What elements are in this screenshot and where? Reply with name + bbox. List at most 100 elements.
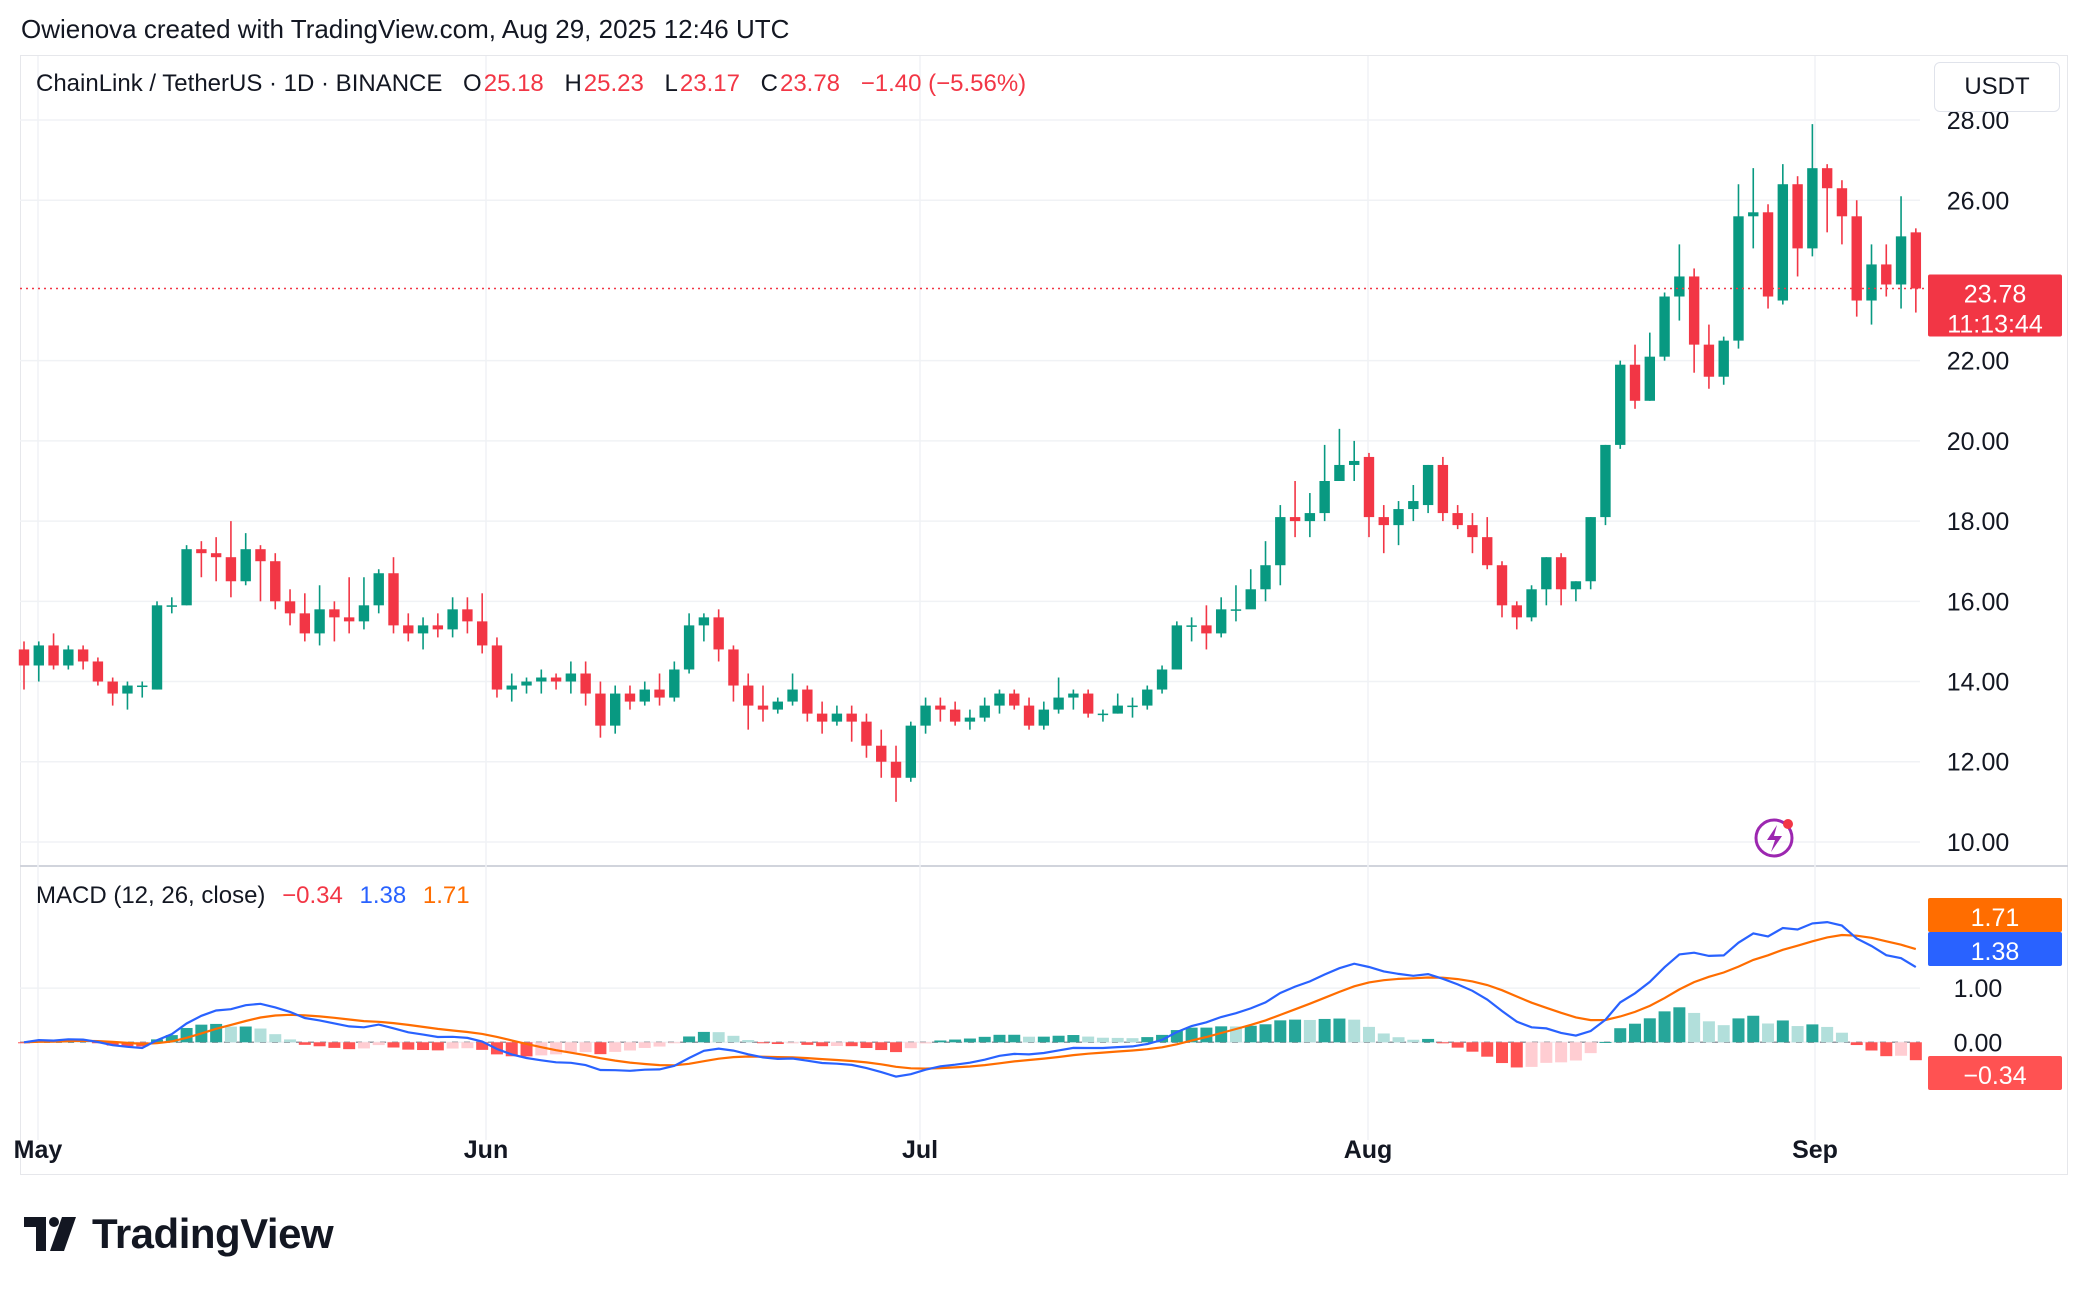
macd-hist-bar: [1067, 1035, 1080, 1043]
macd-hist-bar: [816, 1042, 829, 1047]
macd-line-badge: 1.38: [1928, 932, 2062, 966]
open-label: O: [463, 70, 482, 97]
macd-hist-bar: [239, 1026, 252, 1043]
candle-up: [447, 609, 458, 630]
currency-selector[interactable]: USDT: [1934, 62, 2060, 112]
candle-up: [1733, 216, 1744, 341]
macd-hist-bar: [993, 1034, 1006, 1043]
macd-hist-bar: [697, 1031, 710, 1043]
candle-up: [669, 669, 680, 698]
macd-hist-bar: [1481, 1042, 1494, 1057]
last-price-badge-text: 23.78: [1964, 280, 2027, 308]
candle-up: [1570, 581, 1582, 590]
macd-hist-bar: [1555, 1042, 1568, 1063]
macd-hist-bar: [1614, 1028, 1627, 1043]
candle-up: [1053, 697, 1064, 710]
macd-hist-bar: [1895, 1042, 1908, 1056]
macd-hist-bar: [771, 1042, 784, 1045]
candle-up: [920, 705, 931, 726]
macd-hist-bar: [431, 1042, 444, 1051]
macd-signal-line: [23, 933, 1917, 1070]
x-tick-label: Sep: [1792, 1136, 1838, 1164]
macd-line-badge-text: 1.38: [1971, 938, 2020, 966]
candle-down: [580, 673, 591, 694]
macd-hist-bar: [1747, 1015, 1760, 1043]
macd-hist-bar: [934, 1040, 947, 1043]
candle-up: [1393, 509, 1404, 526]
candle-down: [876, 745, 887, 762]
macd-hist-bar: [1436, 1042, 1449, 1044]
macd-hist-bar: [668, 1042, 681, 1044]
macd-hist-bar: [298, 1042, 311, 1045]
candle-down: [462, 609, 473, 622]
macd-hist-bar: [121, 1042, 134, 1047]
macd-hist-bar: [919, 1042, 932, 1044]
candle-down: [935, 705, 946, 710]
candle-up: [683, 625, 695, 670]
candle-up: [639, 689, 650, 702]
candle-down: [816, 713, 828, 722]
candle-up: [610, 693, 621, 726]
candle-up: [1245, 589, 1256, 610]
macd-hist-bar: [1082, 1036, 1095, 1043]
macd-hist-bar: [1806, 1024, 1819, 1043]
candle-down: [1363, 456, 1375, 518]
candle-up: [1349, 460, 1360, 465]
macd-hist-bar: [757, 1042, 769, 1044]
candle-down: [1452, 513, 1463, 526]
macd-hist-bar: [683, 1036, 696, 1043]
candle-up: [1615, 364, 1626, 445]
macd-hist-bar: [387, 1042, 400, 1048]
macd-hist-bar: [284, 1039, 297, 1043]
candle-up: [1038, 709, 1050, 726]
macd-hist-bar: [1776, 1020, 1789, 1043]
macd-hist-bar: [949, 1039, 962, 1043]
candle-up: [1895, 236, 1907, 285]
candle-down: [1792, 184, 1803, 249]
candle-down: [77, 649, 89, 662]
macd-hist-bar: [18, 1042, 30, 1044]
candle-down: [1881, 264, 1892, 285]
candle-up: [1422, 464, 1434, 506]
candle-up: [565, 673, 577, 682]
candle-down: [1009, 693, 1020, 706]
candle-up: [1186, 625, 1197, 627]
candle-down: [846, 713, 857, 722]
macd-hist-bar: [1185, 1027, 1198, 1043]
macd-hist-bar: [978, 1036, 991, 1043]
candle-up: [905, 725, 916, 778]
tradingview-logo[interactable]: TradingView: [24, 1210, 334, 1258]
macd-hist-bar: [1244, 1025, 1257, 1043]
candle-down: [624, 693, 636, 702]
macd-hist-bar: [357, 1042, 370, 1049]
macd-signal-value: 1.71: [422, 882, 470, 909]
lightning-alert-icon: [1754, 818, 1794, 858]
candle-down: [299, 613, 311, 634]
candle-down: [48, 645, 59, 666]
macd-hist-bar: [1333, 1018, 1346, 1043]
macd-y-tick-label: 1.00: [1954, 975, 2003, 1003]
candle-up: [1585, 517, 1596, 582]
macd-hist-bar: [1673, 1007, 1686, 1043]
macd-hist-bar: [1008, 1034, 1021, 1043]
candle-down: [1482, 537, 1493, 566]
candle-down: [1201, 625, 1212, 634]
candle-up: [33, 645, 44, 666]
macd-hist-bar: [1096, 1037, 1109, 1043]
chart-caption: Owienova created with TradingView.com, A…: [21, 14, 790, 44]
candle-up: [137, 685, 148, 688]
macd-hist-bar: [1732, 1018, 1745, 1043]
y-tick-label: 10.00: [1947, 829, 2010, 857]
candle-down: [1437, 464, 1449, 514]
macd-histogram: [18, 1007, 1922, 1068]
y-tick-label: 14.00: [1947, 669, 2010, 697]
macd-hist-bar: [476, 1042, 489, 1050]
candle-up: [1644, 356, 1655, 401]
open-value: 25.18: [483, 70, 544, 97]
candle-down: [343, 617, 355, 622]
macd-hist-bar: [875, 1042, 888, 1051]
macd-hist-bar: [1791, 1026, 1804, 1043]
macd-hist-bar: [372, 1042, 385, 1046]
